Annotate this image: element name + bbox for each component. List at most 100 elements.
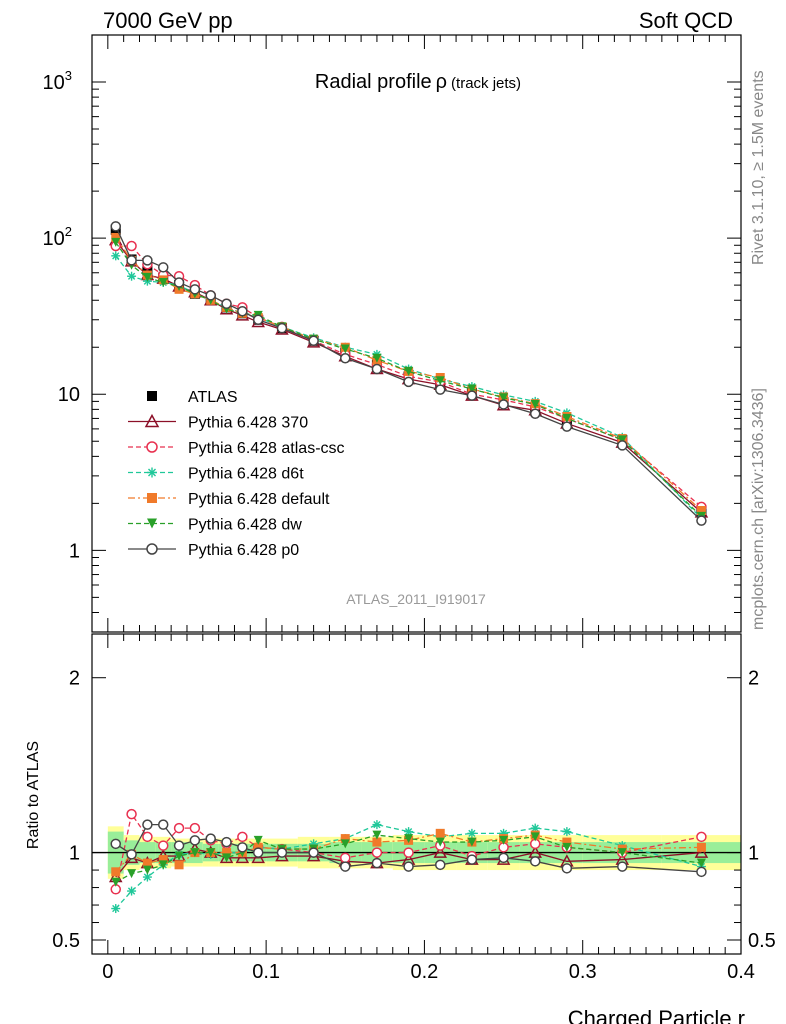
legend-label: Pythia 6.428 370: [188, 415, 308, 432]
ratio-point: [235, 850, 250, 864]
ratio-point: [435, 837, 445, 847]
ratio-point: [142, 858, 152, 868]
y-tick-label: 102: [43, 224, 72, 250]
data-point: [434, 384, 446, 395]
ratio-point: [174, 860, 184, 870]
legend-marker: [146, 543, 158, 555]
ratio-point: [237, 831, 248, 843]
ratio-point: [308, 847, 319, 858]
ratio-point: [111, 867, 121, 877]
ratio-ylabel: Ratio to ATLAS: [25, 741, 42, 849]
header-energy: 7000 GeV pp: [103, 8, 233, 33]
data-point: [529, 408, 541, 419]
ratio-point: [467, 837, 477, 847]
chart-title-sub: (track jets): [451, 75, 521, 92]
ratio-y-tick-label: 1: [69, 843, 80, 865]
series-line: [115, 226, 702, 522]
ratio-line: [115, 834, 702, 883]
ratio-point: [372, 837, 382, 847]
data-point: [237, 306, 248, 317]
ratio-point: [696, 831, 707, 843]
ratio-point: [434, 859, 446, 871]
ratio-point: [562, 827, 572, 837]
ratio-point: [251, 850, 265, 864]
data-point: [371, 363, 383, 375]
chart-title-symbol: ρ: [436, 71, 447, 93]
x-axis-label: Charged Particle r: [568, 1006, 745, 1024]
data-point: [142, 272, 152, 282]
legend-marker: [147, 467, 157, 478]
data-point: [617, 435, 627, 445]
ratio-point: [499, 835, 509, 845]
ratio-y-tick-label-right: 2: [748, 668, 759, 690]
x-tick-label: 0.1: [252, 961, 280, 983]
data-point: [221, 298, 232, 309]
data-point: [562, 413, 572, 423]
ratio-point: [276, 847, 288, 858]
legend-label: ATLAS: [188, 389, 238, 406]
source-label: mcplots.cern.ch [arXiv:1306.3436]: [750, 388, 767, 630]
data-point: [561, 421, 573, 432]
header-category: Soft QCD: [639, 8, 733, 33]
data-point: [372, 353, 382, 363]
data-point: [498, 399, 509, 410]
ratio-point: [142, 819, 153, 830]
ratio-point: [206, 848, 216, 858]
ratio-point: [617, 848, 627, 858]
y-tick-label: 10: [58, 384, 80, 406]
ratio-point: [340, 834, 350, 844]
ratio-y-tick-label-right: 0.5: [748, 930, 776, 952]
legend-label: Pythia 6.428 atlas-csc: [188, 440, 345, 457]
ratio-point: [252, 847, 264, 858]
ratio-point: [530, 832, 540, 842]
ratio-point: [157, 819, 169, 830]
ratio-point: [174, 851, 184, 861]
ratio-point: [498, 852, 509, 864]
data-point: [189, 284, 201, 295]
ratio-y-tick-label: 0.5: [52, 930, 80, 952]
data-point: [205, 290, 216, 301]
main-panel: 1 10 102 103 Radial profile ρ (track jets) AT…: [43, 34, 742, 633]
data-point: [127, 271, 137, 281]
legend-entry: Pythia 6.428 370: [128, 413, 308, 432]
data-point: [142, 255, 153, 266]
ratio-point: [142, 831, 153, 843]
series-pythia-6-428-p0: [110, 221, 707, 526]
ratio-point: [253, 835, 263, 845]
rivet-label: Rivet 3.1.10, ≥ 1.5M events: [750, 70, 767, 265]
x-tick-label: 0.3: [569, 961, 597, 983]
ratio-point: [562, 842, 572, 852]
ratio-y-tick-label-right: 1: [748, 843, 759, 865]
x-tick-label: 0: [102, 961, 113, 983]
ratio-point: [696, 858, 706, 868]
ratio-frame: [91, 633, 742, 955]
legend: ATLAS Pythia 6.428 370 Pythia 6.428 atlas-…: [128, 389, 345, 559]
data-point: [126, 255, 137, 266]
ratio-point: [189, 822, 201, 834]
ratio-point: [173, 822, 185, 834]
legend-marker: [147, 518, 157, 529]
legend-marker: [147, 391, 157, 401]
ratio-point: [205, 833, 216, 844]
ratio-point: [696, 866, 707, 878]
ratio-point: [694, 845, 709, 858]
ratio-point: [190, 848, 200, 858]
ratio-point: [467, 828, 477, 838]
ratio-point: [371, 847, 383, 858]
ratio-point: [127, 886, 137, 896]
data-point: [340, 344, 350, 354]
ratio-line: [115, 848, 702, 878]
data-point: [111, 237, 121, 247]
legend-label: Pythia 6.428 default: [188, 491, 330, 508]
ratio-point: [111, 877, 121, 887]
legend-entry: Pythia 6.428 d6t: [128, 466, 304, 483]
series-line: [115, 239, 702, 513]
series-line: [115, 241, 702, 517]
data-point: [499, 393, 509, 403]
ratio-point: [222, 848, 232, 858]
data-point: [403, 376, 414, 388]
data-point: [157, 262, 169, 273]
ratio-point: [403, 861, 414, 872]
ratio-point: [435, 828, 445, 838]
